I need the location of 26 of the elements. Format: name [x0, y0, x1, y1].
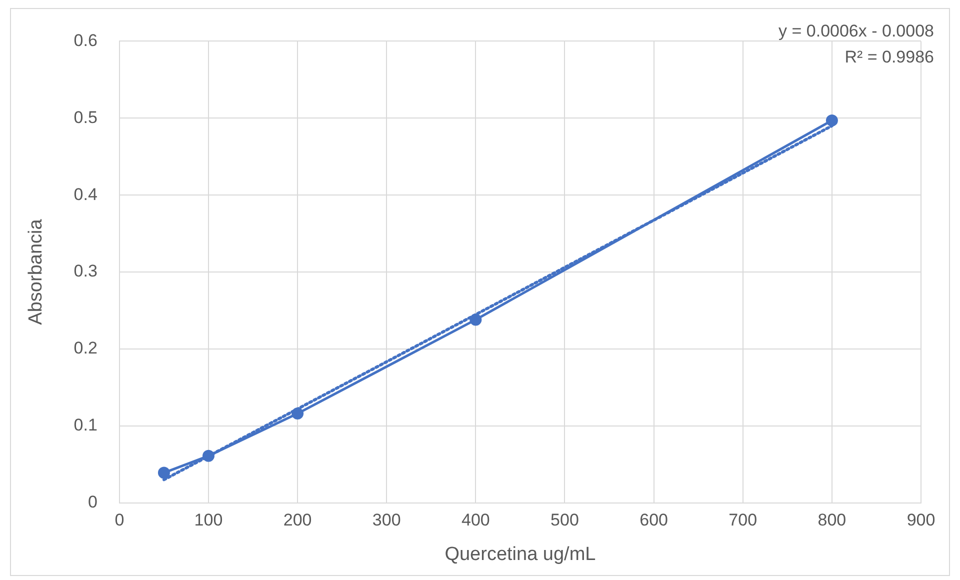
x-tick-label: 700: [728, 510, 758, 530]
y-tick-label: 0.3: [74, 262, 98, 281]
y-axis-title: Absorbancia: [26, 218, 47, 325]
point: [292, 408, 304, 420]
y-tick-label: 0.5: [74, 108, 98, 127]
y-tick-label: 0.6: [74, 30, 98, 50]
x-tick-label: 100: [194, 510, 223, 530]
x-tick-label: 800: [818, 510, 846, 530]
y-tick-label: 0.2: [74, 338, 98, 358]
y-tick-label: 0: [88, 492, 98, 512]
x-axis-title: Quercetina ug/mL: [444, 544, 596, 565]
x-tick-label: 300: [372, 510, 401, 530]
x-tick-label: 0: [114, 510, 124, 530]
point: [202, 450, 214, 462]
point: [470, 314, 482, 326]
x-tick-label: 500: [550, 510, 579, 530]
x-tick-label: 600: [640, 510, 668, 530]
point: [826, 114, 838, 126]
point: [158, 466, 170, 479]
annotation: R² = 0.9986: [844, 48, 934, 67]
x-tick-label: 900: [906, 510, 936, 530]
text: y = 0.0006x - 0.0008: [778, 22, 934, 41]
y-tick-label: 0.1: [74, 416, 98, 435]
y-tick-label: 0.4: [74, 184, 98, 204]
x-tick-label: 200: [283, 510, 312, 530]
x-tick-label: 400: [461, 510, 490, 530]
